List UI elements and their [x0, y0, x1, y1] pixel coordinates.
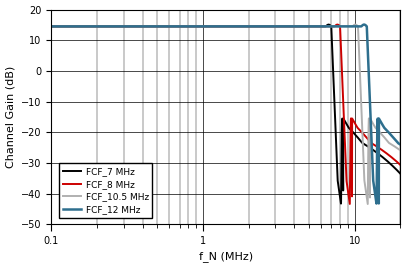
FCF_12 MHz	[49, 25, 53, 28]
FCF_7 MHz	[390, 165, 395, 169]
FCF_10.5 MHz	[353, 23, 358, 26]
FCF_12 MHz	[373, 202, 378, 205]
FCF_12 MHz	[109, 25, 114, 28]
FCF_7 MHz	[338, 202, 343, 205]
FCF_10.5 MHz	[390, 144, 395, 148]
FCF_8 MHz	[182, 25, 187, 28]
FCF_12 MHz	[182, 25, 187, 28]
FCF_10.5 MHz	[397, 149, 402, 152]
FCF_10.5 MHz	[352, 23, 357, 26]
FCF_7 MHz	[325, 23, 330, 26]
FCF_8 MHz	[353, 124, 358, 127]
FCF_12 MHz	[197, 25, 202, 28]
FCF_12 MHz	[390, 137, 395, 140]
Legend: FCF_7 MHz, FCF_8 MHz, FCF_10.5 MHz, FCF_12 MHz: FCF_7 MHz, FCF_8 MHz, FCF_10.5 MHz, FCF_…	[59, 163, 152, 218]
Y-axis label: Channel Gain (dB): Channel Gain (dB)	[6, 66, 15, 168]
FCF_8 MHz	[347, 202, 352, 206]
FCF_7 MHz	[397, 172, 402, 175]
FCF_12 MHz	[397, 143, 402, 146]
Line: FCF_10.5 MHz: FCF_10.5 MHz	[51, 25, 399, 204]
Line: FCF_8 MHz: FCF_8 MHz	[51, 25, 399, 204]
FCF_10.5 MHz	[88, 25, 93, 28]
FCF_12 MHz	[88, 25, 93, 28]
FCF_10.5 MHz	[109, 25, 114, 28]
FCF_8 MHz	[109, 25, 114, 28]
FCF_8 MHz	[197, 25, 202, 28]
X-axis label: f_N (MHz): f_N (MHz)	[198, 252, 252, 262]
FCF_7 MHz	[353, 134, 358, 137]
FCF_8 MHz	[334, 23, 339, 26]
Line: FCF_7 MHz: FCF_7 MHz	[51, 25, 399, 204]
FCF_10.5 MHz	[364, 202, 369, 206]
FCF_10.5 MHz	[197, 25, 202, 28]
FCF_12 MHz	[353, 25, 358, 28]
FCF_8 MHz	[390, 158, 395, 161]
FCF_7 MHz	[49, 25, 53, 28]
FCF_7 MHz	[197, 25, 202, 28]
FCF_7 MHz	[109, 25, 114, 28]
FCF_10.5 MHz	[182, 25, 187, 28]
FCF_7 MHz	[182, 25, 187, 28]
Line: FCF_12 MHz: FCF_12 MHz	[51, 25, 399, 203]
FCF_12 MHz	[361, 23, 366, 26]
FCF_8 MHz	[397, 163, 402, 167]
FCF_7 MHz	[88, 25, 93, 28]
FCF_8 MHz	[88, 25, 93, 28]
FCF_8 MHz	[49, 25, 53, 28]
FCF_10.5 MHz	[49, 25, 53, 28]
